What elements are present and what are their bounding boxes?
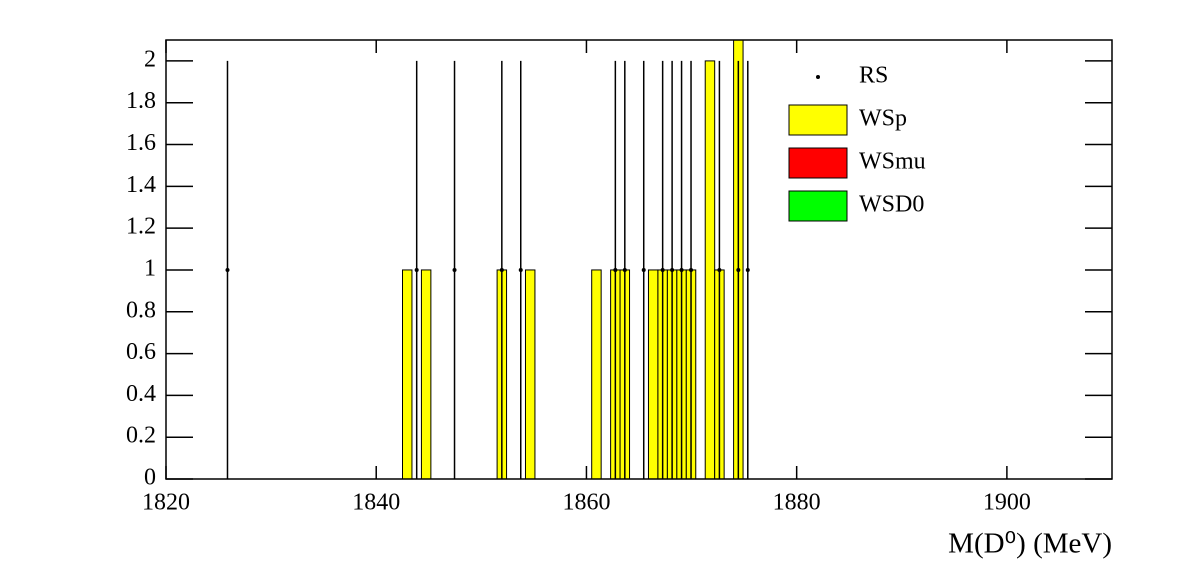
y-tick-label: 1.2 — [126, 214, 156, 240]
y-tick-label: 2 — [144, 46, 156, 72]
y-tick-label: 1.4 — [126, 172, 156, 198]
legend-swatch — [788, 104, 848, 136]
legend-swatch — [788, 147, 848, 179]
y-tick-label: 0.2 — [126, 423, 156, 449]
data-point — [736, 267, 741, 272]
histogram-bar — [647, 269, 659, 479]
histogram-bar — [420, 269, 432, 479]
y-tick-label: 0.6 — [126, 339, 156, 365]
data-point — [660, 267, 665, 272]
histogram-bar — [524, 269, 536, 479]
data-point — [670, 267, 675, 272]
y-tick-label: 1.6 — [126, 130, 156, 156]
x-tick-label: 1860 — [562, 490, 610, 516]
data-point — [414, 267, 419, 272]
histogram-bar — [591, 269, 602, 479]
x-tick-label: 1840 — [352, 490, 400, 516]
data-point — [641, 267, 646, 272]
data-point — [745, 267, 750, 272]
y-tick-label: 1 — [144, 255, 156, 281]
data-point — [225, 267, 230, 272]
plot-area — [225, 40, 750, 479]
y-tick-label: 1.8 — [126, 88, 156, 114]
legend-label: WSmu — [859, 149, 926, 175]
data-point — [622, 267, 627, 272]
data-point — [613, 267, 618, 272]
data-point — [499, 267, 504, 272]
y-tick-label: 0.8 — [126, 297, 156, 323]
x-tick-label: 1880 — [773, 490, 821, 516]
x-tick-label: 1820 — [142, 490, 190, 516]
data-point — [679, 267, 684, 272]
data-point — [518, 267, 523, 272]
legend-label: RS — [859, 63, 888, 89]
plot-frame — [165, 39, 1113, 480]
y-tick-label: 0.4 — [126, 381, 156, 407]
x-axis-label: M(D⁰) (MeV) — [948, 528, 1112, 560]
legend-label: WSD0 — [859, 192, 924, 218]
legend-swatch — [788, 190, 848, 222]
histogram-bar — [402, 269, 413, 479]
data-point — [717, 267, 722, 272]
y-tick-label: 0 — [144, 465, 156, 491]
legend-label: WSp — [859, 106, 907, 132]
data-point — [452, 267, 457, 272]
histogram-bar — [704, 60, 716, 479]
data-point — [689, 267, 694, 272]
x-tick-label: 1900 — [983, 490, 1031, 516]
legend-marker — [816, 75, 820, 79]
